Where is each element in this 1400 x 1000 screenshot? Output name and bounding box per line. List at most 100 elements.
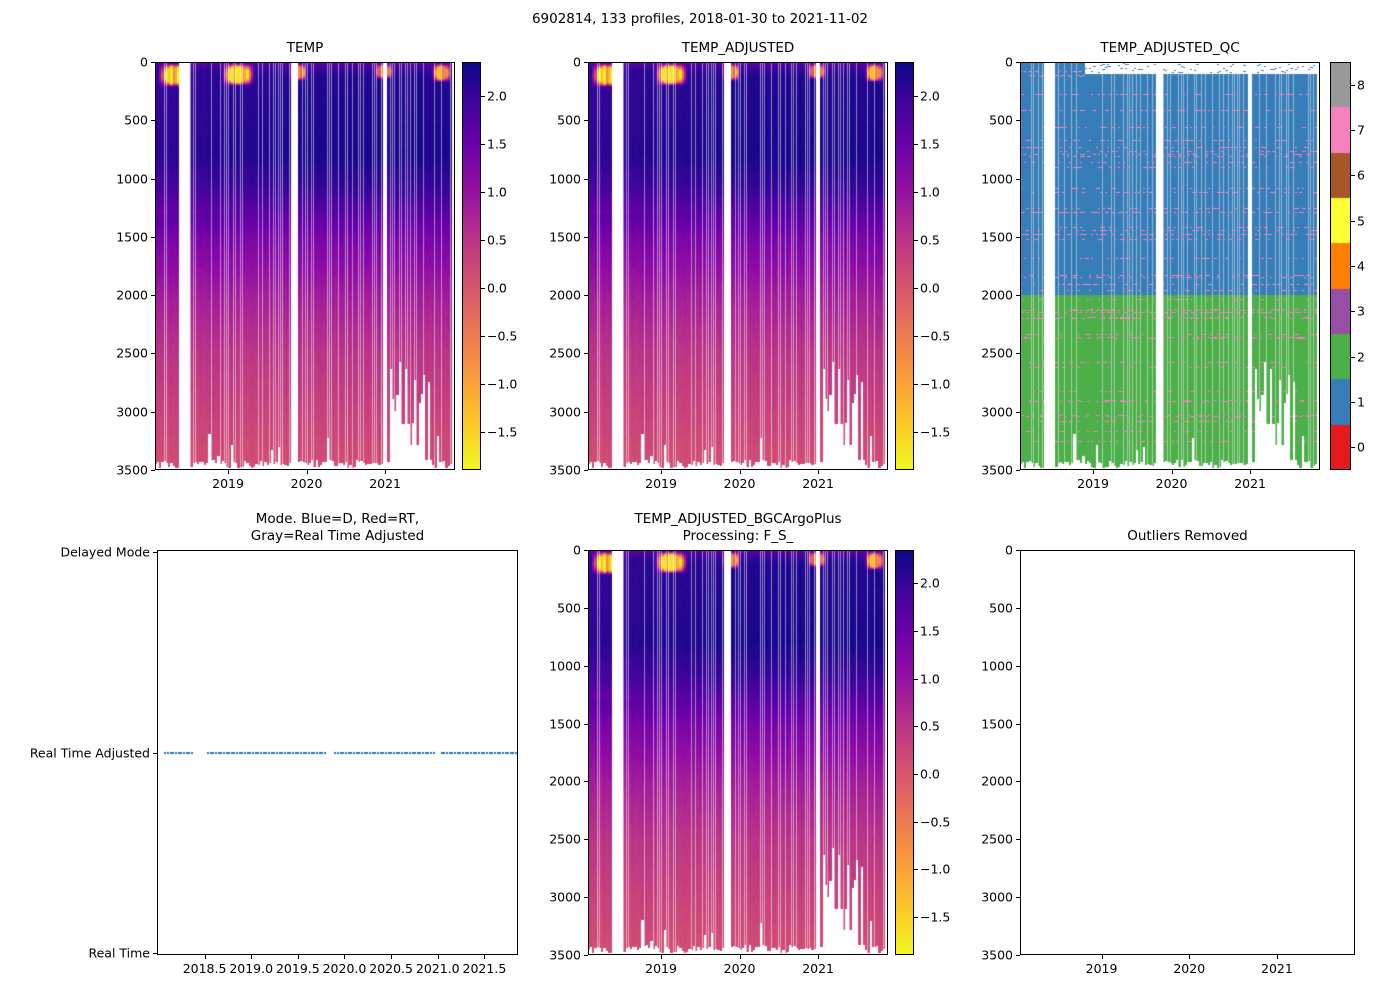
x-tick-label: 2019 — [1077, 476, 1109, 491]
colorbar-tick-label: −0.5 — [487, 328, 518, 344]
x-tick-mark — [391, 955, 393, 959]
x-tick-label: 2020.0 — [322, 961, 367, 976]
colorbar-tick-label: −0.5 — [920, 814, 951, 830]
plot-title-line: Outliers Removed — [1127, 527, 1248, 544]
y-tick-mark — [1016, 955, 1020, 956]
y-tick-mark — [1016, 665, 1020, 667]
y-tick-label: 0 — [1005, 542, 1013, 558]
plot-title-temp-adjusted: TEMP_ADJUSTED — [682, 40, 795, 57]
colorbar-tick-label: 0.5 — [920, 232, 940, 248]
y-tick-mark — [584, 353, 588, 355]
x-tick-label: 2019 — [1085, 961, 1118, 976]
y-tick-mark — [1016, 62, 1020, 63]
x-tick-mark — [344, 955, 346, 959]
x-tick-mark — [739, 955, 741, 959]
x-tick-mark — [661, 470, 663, 474]
y-tick-label: 2500 — [116, 345, 148, 361]
x-tick-label: 2021.5 — [462, 961, 507, 976]
colorbar-tick-mark — [1351, 220, 1355, 222]
y-tick-mark — [153, 752, 157, 754]
y-tick-label: 2000 — [549, 287, 581, 303]
y-tick-label: 3000 — [549, 889, 581, 905]
x-tick-label: 2019.0 — [229, 961, 274, 976]
colorbar-tick-label: 2.0 — [920, 88, 940, 104]
x-tick-label: 2021 — [802, 476, 834, 491]
y-tick-label: 2000 — [981, 287, 1013, 303]
x-tick-mark — [818, 955, 820, 959]
colorbar-tick-label: 7 — [1357, 122, 1365, 138]
plot-title-line: TEMP_ADJUSTED_BGCArgoPlus — [634, 511, 842, 527]
y-tick-label: 1000 — [981, 658, 1013, 674]
colorbar-canvas — [895, 550, 914, 955]
y-tick-mark — [1016, 178, 1020, 180]
colorbar-tick-label: −0.5 — [920, 328, 951, 344]
colorbar-temp_adjusted: 2.0 1.5 1.0 0.5 0.0 −0.5 −1.0 −1.5 — [895, 62, 950, 470]
outliers-plot-canvas — [1020, 550, 1355, 955]
temp-plot-canvas — [155, 62, 455, 470]
plot-title-line: TEMP_ADJUSTED — [681, 39, 795, 56]
colorbar-tick-mark — [914, 431, 918, 433]
colorbar-tick-mark — [1351, 84, 1355, 86]
y-tick-label: 3000 — [116, 404, 148, 420]
colorbar-tick-mark — [914, 869, 918, 871]
y-tick-mark — [584, 839, 588, 841]
colorbar-tick-label: −1.0 — [920, 376, 951, 392]
x-tick-label: 2021 — [369, 476, 401, 491]
plot-title-temp-adjusted-qc: TEMP_ADJUSTED_QC — [1100, 40, 1239, 57]
y-tick-mark — [1016, 353, 1020, 355]
y-tick-mark — [153, 952, 157, 954]
y-tick-mark — [584, 178, 588, 180]
y-tick-mark — [584, 955, 588, 956]
colorbar-tick-mark — [1351, 266, 1355, 267]
x-tick-mark — [228, 470, 230, 474]
x-tick-label: 2021 — [1261, 961, 1293, 976]
y-tick-mark — [584, 550, 588, 551]
colorbar-tick-label: 1.5 — [920, 136, 940, 152]
colorbar-tick-label: 1.0 — [920, 184, 940, 200]
y-tick-label: 2000 — [981, 773, 1013, 789]
colorbar-tick-label: 0 — [1357, 439, 1365, 455]
colorbar-qc: 0 1 2 3 4 5 6 7 8 — [1330, 62, 1365, 470]
subplot-temp-adjusted-qc: TEMP_ADJUSTED_QC 2019 2020 2021 0 500 1000 150… — [981, 40, 1320, 491]
plot-title-line: Processing: F_S_ — [682, 527, 794, 544]
y-tick-mark — [151, 62, 155, 63]
y-tick-mark — [584, 723, 588, 725]
plot-title-line: TEMP_ADJUSTED_QC — [1100, 39, 1240, 56]
y-tick-label: Real Time — [88, 945, 150, 961]
y-tick-mark — [1016, 550, 1020, 551]
colorbar-tick-label: 0.0 — [487, 280, 507, 296]
plot-title-outliers-removed: Outliers Removed — [1127, 528, 1248, 545]
y-tick-mark — [151, 236, 155, 238]
colorbar-tick-mark — [481, 335, 485, 337]
y-tick-label: 0 — [1005, 54, 1013, 70]
colorbar-canvas — [462, 62, 481, 470]
y-tick-mark — [1016, 723, 1020, 725]
y-tick-label: 3500 — [116, 462, 148, 478]
y-tick-mark — [584, 120, 588, 122]
y-tick-mark — [1016, 236, 1020, 238]
y-tick-label: 1000 — [981, 171, 1013, 187]
colorbar-tick-label: 1 — [1357, 394, 1365, 410]
colorbar-tick-label: −1.5 — [487, 424, 518, 440]
y-tick-mark — [584, 236, 588, 238]
y-tick-label: 1000 — [549, 658, 581, 674]
colorbar-tick-mark — [914, 383, 918, 385]
qc-plot-canvas — [1020, 62, 1320, 470]
x-tick-mark — [739, 470, 741, 474]
y-tick-mark — [1016, 897, 1020, 899]
x-tick-mark — [484, 955, 486, 959]
y-tick-label: 3000 — [549, 404, 581, 420]
x-tick-mark — [1101, 955, 1103, 959]
colorbar-tick-mark — [1351, 311, 1355, 313]
y-tick-label: 500 — [989, 112, 1013, 128]
y-tick-mark — [1016, 839, 1020, 841]
x-tick-mark — [1276, 955, 1278, 959]
y-tick-mark — [584, 607, 588, 609]
temp_adjusted-plot-canvas — [588, 62, 888, 470]
colorbar-tick-mark — [914, 287, 918, 289]
y-tick-label: 0 — [140, 54, 148, 70]
x-tick-label: 2021.0 — [415, 961, 460, 976]
colorbar-tick-label: 8 — [1357, 77, 1365, 93]
y-tick-label: 1500 — [981, 716, 1013, 732]
